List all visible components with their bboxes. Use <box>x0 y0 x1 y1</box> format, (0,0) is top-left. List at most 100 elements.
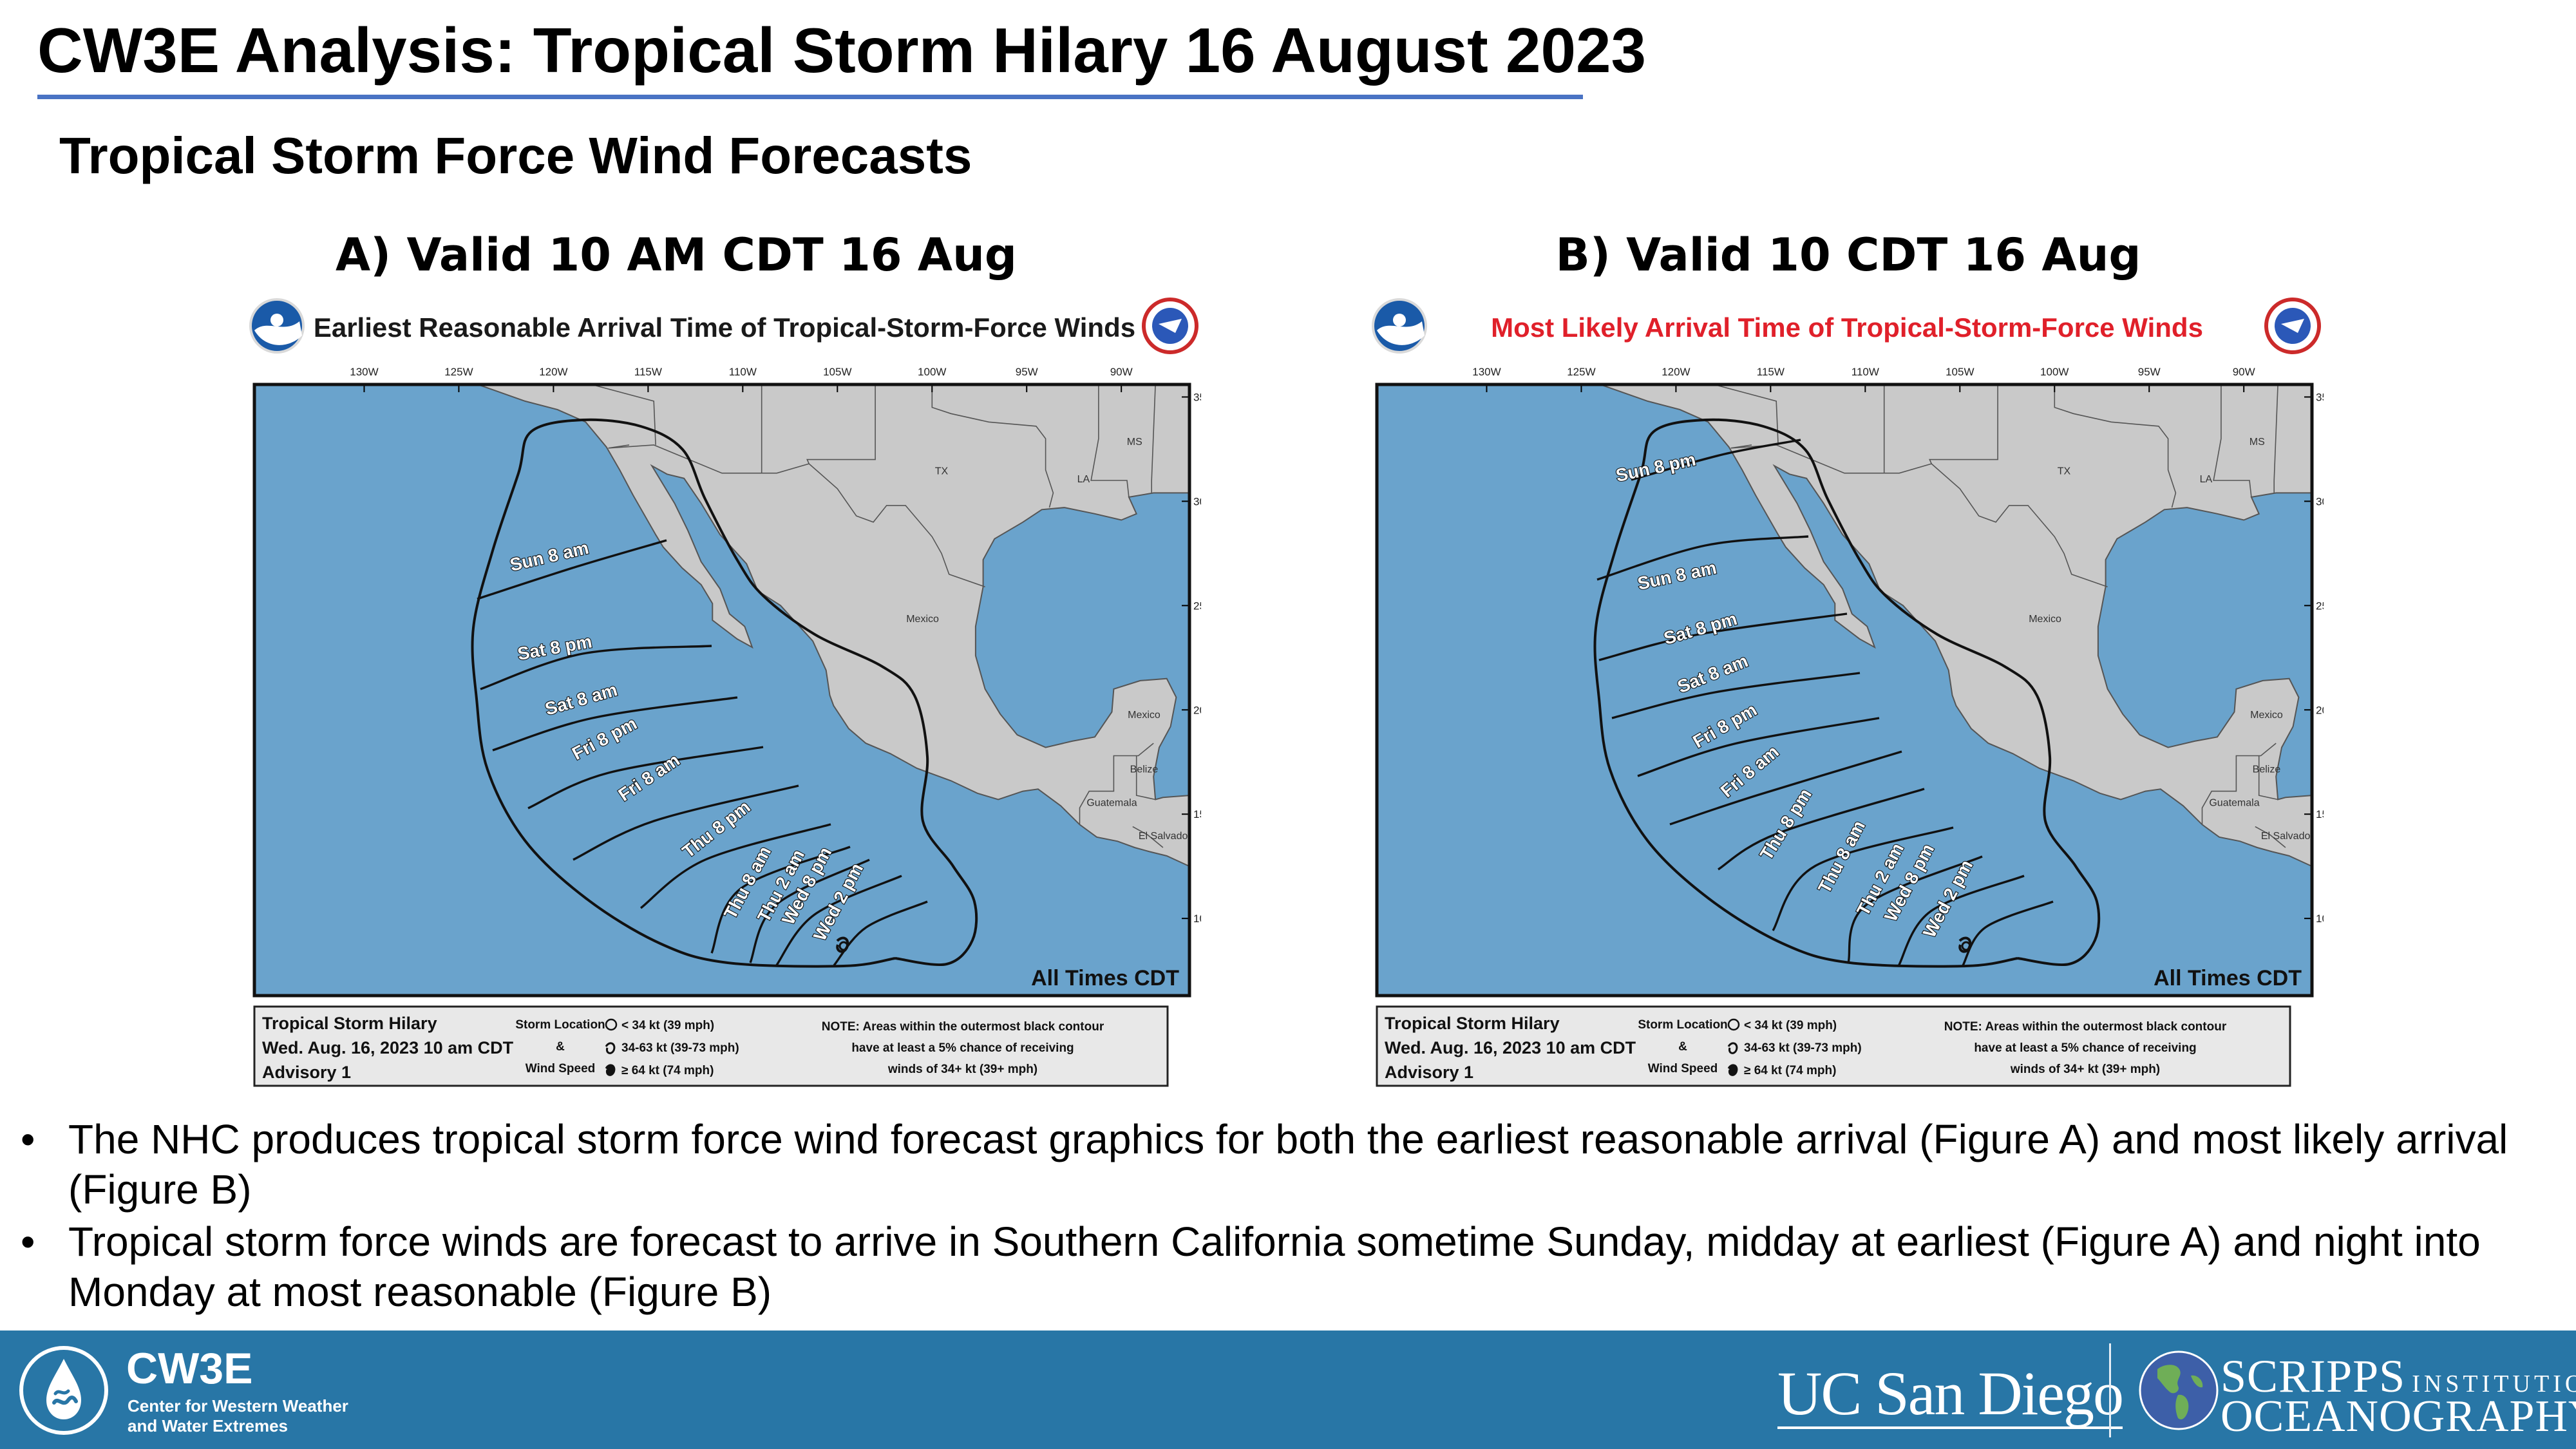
place-label: Belize <box>2253 764 2281 775</box>
latitude-tick-label: 20N <box>2316 704 2324 716</box>
landmass <box>1600 384 2312 867</box>
map-area: TX LA MS Mexico Mexico Belize Guatemala El Salv… <box>1377 384 2312 996</box>
latitude-tick-label: 25N <box>2316 600 2324 612</box>
hurricane-icon <box>605 1064 616 1076</box>
legend-date: Wed. Aug. 16, 2023 10 am CDT <box>1385 1038 1636 1057</box>
state-border <box>806 384 876 464</box>
state-border <box>1079 743 1154 825</box>
place-label: MS <box>1127 437 1142 448</box>
legend-storm-name: Tropical Storm Hilary <box>1385 1014 1560 1033</box>
arrival-time-contour <box>1772 826 1954 931</box>
hurricane-icon <box>1727 1064 1738 1076</box>
legend-advisory: Advisory 1 <box>262 1063 351 1082</box>
noaa-logo-icon <box>1372 298 1427 354</box>
arrival-time-contour <box>573 784 799 861</box>
place-label: Guatemala <box>2209 797 2259 808</box>
arrival-time-contour <box>527 746 764 810</box>
state-border <box>931 384 1054 508</box>
place-label: LA <box>2200 474 2213 485</box>
latitude-tick-label: 15N <box>1193 808 1201 820</box>
arrival-time-contour <box>1718 788 1925 871</box>
slide-title: CW3E Analysis: Tropical Storm Hilary 16 … <box>37 15 1646 86</box>
legend-key-item: 34-63 kt (39-73 mph) <box>621 1041 739 1055</box>
arrival-time-contour <box>833 900 928 967</box>
landmass <box>477 384 1189 867</box>
state-border <box>2201 743 2277 825</box>
arrival-time-contour <box>477 539 667 600</box>
ucsd-logo: UC San Diego <box>1777 1359 2124 1429</box>
longitude-tick-label: 115W <box>634 366 662 378</box>
legend-key-item: ≥ 64 kt (74 mph) <box>621 1064 714 1077</box>
longitude-tick-label: 110W <box>729 366 757 378</box>
latitude-tick-label: 20N <box>1193 704 1201 716</box>
nws-logo-icon <box>1142 298 1198 354</box>
latitude-tick-label: 25N <box>1193 600 1201 612</box>
latitude-tick-label: 30N <box>1193 495 1201 507</box>
cw3e-logo-icon <box>19 1346 108 1435</box>
longitude-tick-label: 120W <box>1662 366 1690 378</box>
legend-key-title: Wind Speed <box>526 1062 596 1075</box>
arrival-time-contour <box>1596 535 1809 581</box>
longitude-tick-label: 125W <box>1567 366 1595 378</box>
longitude-tick-label: 120W <box>539 366 567 378</box>
legend-key-title: & <box>556 1040 565 1054</box>
tropical-depression-icon <box>605 1018 618 1031</box>
legend-date: Wed. Aug. 16, 2023 10 am CDT <box>262 1038 514 1057</box>
legend-note: NOTE: Areas within the outermost black c… <box>822 1020 1104 1034</box>
legend-background <box>253 1005 1169 1087</box>
map-figure-svg: Most Likely Arrival Time of Tropical-Sto… <box>1370 293 2324 1092</box>
bullet-text: The NHC produces tropical storm force wi… <box>68 1116 2508 1213</box>
place-label: LA <box>1077 474 1090 485</box>
legend-note: NOTE: Areas within the outermost black c… <box>1944 1020 2227 1034</box>
bullet-item: • The NHC produces tropical storm force … <box>18 1114 2549 1215</box>
latitude-tick-label: 35N <box>2316 391 2324 403</box>
scripps-institution: INSTITUTION OF <box>2412 1370 2576 1397</box>
bullet-list: • The NHC produces tropical storm force … <box>18 1114 2549 1319</box>
arrival-time-contour <box>710 846 851 954</box>
slide-subtitle: Tropical Storm Force Wind Forecasts <box>59 127 972 184</box>
legend-background <box>1376 1005 2291 1087</box>
place-label: Mexico <box>1128 710 1160 721</box>
latitude-tick-label: 15N <box>2316 808 2324 820</box>
place-label: El Salvador <box>1139 831 1191 842</box>
bullet-marker: • <box>21 1218 35 1265</box>
legend-key-item: 34-63 kt (39-73 mph) <box>1744 1041 1862 1055</box>
latitude-tick-label: 30N <box>2316 495 2324 507</box>
state-border <box>2255 826 2286 848</box>
times-label: All Times CDT <box>2154 966 2302 990</box>
state-border <box>608 444 985 587</box>
bullet-text: Tropical storm force winds are forecast … <box>68 1218 2481 1315</box>
longitude-tick-label: 110W <box>1852 366 1879 378</box>
graphic-title: Earliest Reasonable Arrival Time of Trop… <box>314 312 1135 343</box>
outer-swath-contour <box>471 418 978 968</box>
graphic-title: Most Likely Arrival Time of Tropical-Sto… <box>1491 312 2203 343</box>
legend-box: Tropical Storm Hilary Wed. Aug. 16, 2023 … <box>253 1005 1169 1087</box>
place-label: TX <box>2058 466 2071 477</box>
bullet-item: • Tropical storm force winds are forecas… <box>18 1217 2549 1317</box>
figure-b-most-likely-arrival: Most Likely Arrival Time of Tropical-Sto… <box>1370 293 2324 1092</box>
longitude-tick-label: 130W <box>1472 366 1501 378</box>
legend-key-title: & <box>1678 1040 1687 1054</box>
legend-note: winds of 34+ kt (39+ mph) <box>887 1063 1037 1076</box>
state-border <box>2054 384 2177 508</box>
arrival-time-contour <box>1962 900 2054 966</box>
panel-b-caption: B) Valid 10 CDT 16 Aug <box>1555 229 2141 281</box>
arrival-time-contour <box>749 858 870 963</box>
longitude-tick-label: 90W <box>1110 366 1133 378</box>
legend-key-title: Storm Location <box>1638 1018 1727 1032</box>
arrival-time-contour <box>480 645 712 690</box>
longitude-tick-label: 130W <box>350 366 378 378</box>
state-border <box>1151 384 1156 493</box>
longitude-tick-label: 95W <box>2138 366 2161 378</box>
legend-key-item: < 34 kt (39 mph) <box>1744 1019 1837 1032</box>
tropical-depression-icon <box>1727 1018 1740 1031</box>
place-label: MS <box>2249 437 2265 448</box>
latitude-tick-label: 10N <box>1193 913 1201 925</box>
nws-logo-icon <box>2264 298 2321 354</box>
arrival-time-contour <box>492 696 738 752</box>
place-label: TX <box>935 466 949 477</box>
legend-note: have at least a 5% chance of receiving <box>1974 1041 2196 1055</box>
longitude-tick-label: 100W <box>918 366 946 378</box>
map-area: TX LA MS Mexico Mexico Belize Guatemala El Salv… <box>254 384 1191 996</box>
state-border <box>608 444 630 449</box>
